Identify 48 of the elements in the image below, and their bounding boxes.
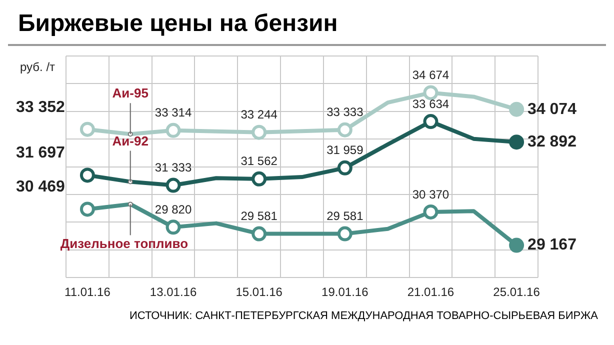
point [509,102,524,117]
text: Аи-92 [112,133,148,148]
text: Аи-95 [112,86,148,101]
y-axis-title: руб. /т [20,60,56,74]
series-label: Дизельное топливо [60,236,188,251]
data-label: 29 581 [326,209,364,224]
x-tick-label: 21.01.16 [407,285,454,300]
data-label: 33 634 [412,96,450,111]
chart-title: Биржевые цены на бензин [8,8,606,46]
point [509,238,524,253]
data-label: 30 370 [412,187,450,202]
data-label: 33 244 [240,108,278,122]
data-label: 34 074 [528,100,577,118]
x-tick-label: 25.01.16 [493,285,540,300]
point [423,85,438,100]
point [252,124,267,140]
point [80,168,95,183]
point [423,114,438,130]
data-label: 31 562 [240,154,278,168]
point [423,204,438,220]
x-tick-label: 19.01.16 [322,285,369,300]
point [337,122,352,138]
point [252,171,267,186]
x-tick-label: 15.01.16 [236,285,283,300]
point [509,134,524,150]
data-label: 34 674 [412,68,450,82]
data-label: 31 333 [154,160,192,175]
data-label: 31 959 [326,143,364,158]
text: ИСТОЧНИК: САНКТ-ПЕТЕРБУРГСКАЯ МЕЖДУНАРОДНАЯ ТОВАРНО-СЫРЬЕВАЯ БИРЖА [128,309,599,322]
data-label: 30 469 [16,178,66,196]
point [166,220,181,235]
x-tick-label: 13.01.16 [150,285,197,300]
data-label: 32 892 [528,134,577,150]
data-label: 29 167 [528,236,577,254]
point [80,122,95,137]
x-tick-label: 11.01.16 [64,285,111,300]
data-label: 29 820 [154,202,192,216]
data-label: 33 333 [326,105,364,120]
point [166,122,181,138]
point [337,160,352,176]
data-label: 31 697 [16,144,66,162]
point [337,226,352,242]
data-label: 33 352 [16,98,66,116]
data-label: 29 581 [240,209,278,224]
point [252,226,267,242]
data-label: 33 314 [154,106,192,120]
point [80,202,95,217]
point [166,178,181,193]
